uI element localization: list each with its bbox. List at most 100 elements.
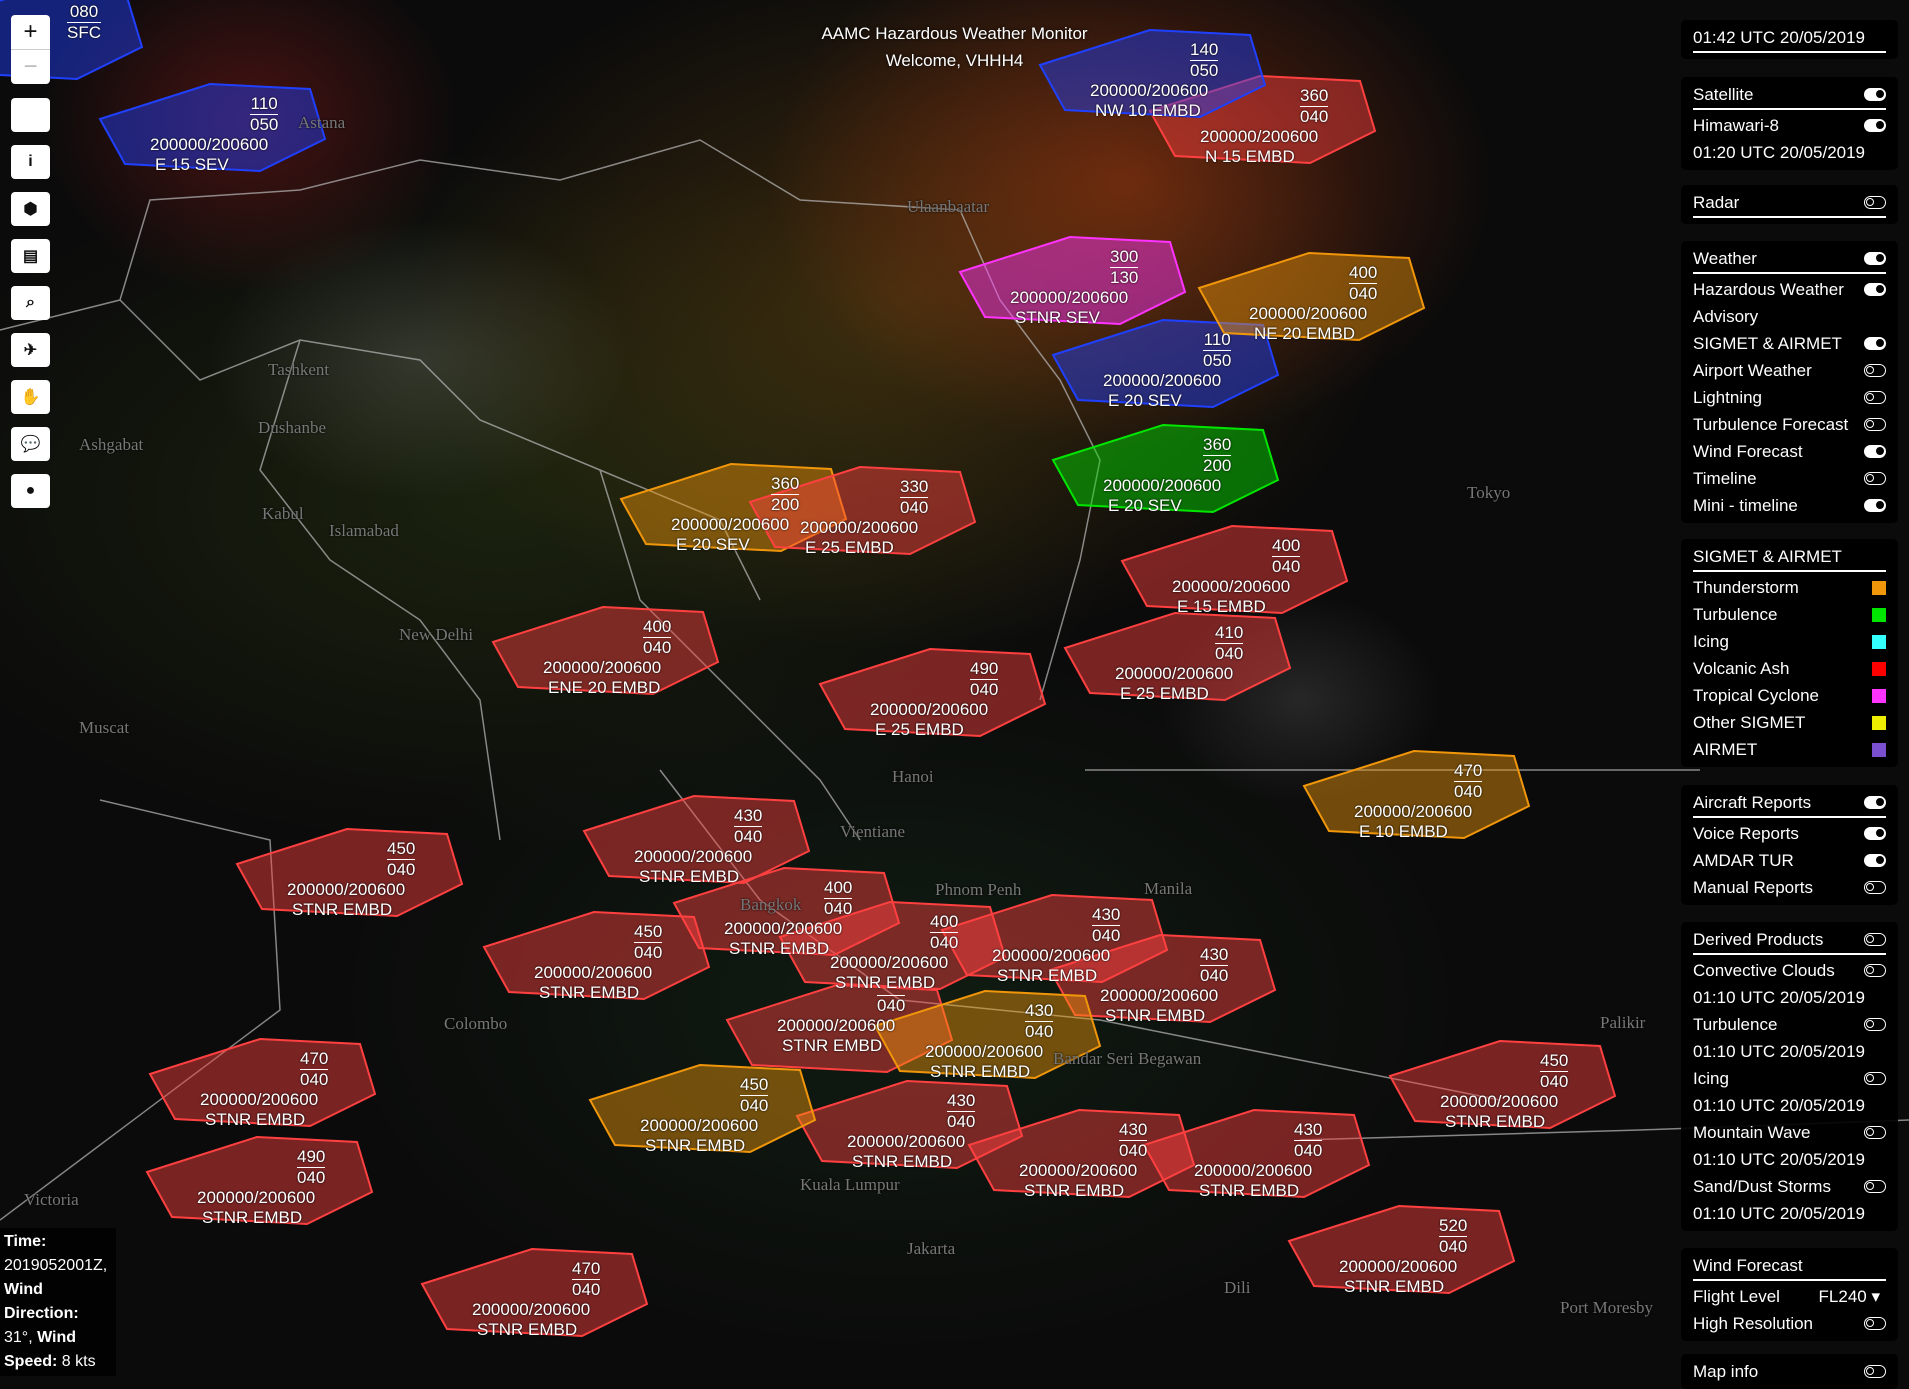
weather-toggle[interactable]: Weather (1693, 245, 1886, 274)
toggle-switch[interactable] (1864, 418, 1886, 431)
sigmet-label[interactable]: 400 040 200000/200600 ENE 20 EMBD (543, 617, 672, 698)
toggle-switch[interactable] (1864, 881, 1886, 894)
sigmet-area[interactable] (491, 605, 720, 696)
zoom-in-button[interactable]: + (23, 18, 38, 45)
info-button[interactable]: i (11, 145, 50, 179)
satellite-toggle[interactable]: Satellite (1693, 81, 1886, 110)
toggle-switch[interactable] (1864, 964, 1886, 977)
report-toggle[interactable]: Voice Reports (1693, 820, 1886, 847)
sigmet-area[interactable] (795, 1079, 1024, 1170)
toggle-switch[interactable] (1864, 337, 1886, 350)
sigmet-area[interactable] (748, 465, 977, 556)
toggle-switch[interactable] (1864, 1018, 1886, 1031)
sigmet-area[interactable] (940, 893, 1169, 984)
derived-product-toggle[interactable]: Convective Clouds (1693, 957, 1886, 984)
toggle-switch[interactable] (1864, 1365, 1886, 1378)
chat-button[interactable]: 💬 (11, 427, 50, 461)
sigmet-area[interactable] (1063, 611, 1292, 702)
sigmet-area[interactable] (235, 827, 464, 918)
sigmet-area[interactable] (582, 794, 811, 885)
high-resolution-toggle[interactable]: High Resolution (1693, 1310, 1886, 1337)
sigmet-label[interactable]: 040 200000/200600 STNR EMBD (777, 995, 906, 1056)
toggle-switch[interactable] (1864, 1072, 1886, 1085)
sigmet-label[interactable]: 400 040 200000/200600 E 15 EMBD (1172, 536, 1301, 617)
sigmet-label[interactable]: 430 040 200000/200600 STNR EMBD (1019, 1120, 1148, 1201)
map-info-toggle[interactable]: Map info (1693, 1358, 1886, 1385)
report-toggle[interactable]: Manual Reports (1693, 874, 1886, 901)
toggle-switch[interactable] (1864, 391, 1886, 404)
sigmet-area[interactable] (672, 866, 901, 957)
radar-toggle[interactable]: Radar (1693, 189, 1886, 218)
weather-layer-toggle[interactable]: Hazardous Weather (1693, 276, 1886, 303)
sigmet-area[interactable] (98, 82, 327, 173)
search-button[interactable]: ⌕ (11, 286, 50, 320)
sigmet-label[interactable]: 400 040 200000/200600 STNR EMBD (724, 878, 853, 959)
sigmet-label[interactable]: 300 130 200000/200600 STNR SEV (1010, 247, 1139, 328)
handshake-button[interactable]: ✋ (11, 380, 50, 414)
sigmet-label[interactable]: 360 200 200000/200600 E 20 SEV (1103, 435, 1232, 516)
cube-button[interactable]: ⬢ (11, 192, 50, 226)
weather-layer-toggle[interactable]: Lightning (1693, 384, 1886, 411)
sigmet-label[interactable]: 490 040 200000/200600 E 25 EMBD (870, 659, 999, 740)
sigmet-area[interactable] (619, 462, 848, 553)
toggle-switch[interactable] (1864, 119, 1886, 132)
sigmet-area[interactable] (725, 983, 954, 1074)
sigmet-label[interactable]: 430 040 200000/200600 STNR EMBD (634, 806, 763, 887)
toggle-switch[interactable] (1864, 364, 1886, 377)
himawari-toggle[interactable]: Himawari-8 (1693, 112, 1886, 139)
sigmet-label[interactable]: 450 040 200000/200600 STNR EMBD (640, 1075, 769, 1156)
sigmet-area[interactable] (1038, 28, 1267, 119)
toggle-switch[interactable] (1864, 88, 1886, 101)
weather-layer-toggle[interactable]: Wind Forecast (1693, 438, 1886, 465)
zoom-out-button[interactable]: − (11, 49, 50, 84)
toggle-switch[interactable] (1864, 1180, 1886, 1193)
toggle-switch[interactable] (1864, 196, 1886, 209)
sigmet-area[interactable] (1048, 933, 1277, 1024)
sigmet-label[interactable]: 360 200 200000/200600 E 20 SEV (671, 474, 800, 555)
sigmet-area[interactable] (1148, 74, 1377, 165)
weather-layer-toggle[interactable]: Timeline (1693, 465, 1886, 492)
blank-button[interactable] (11, 98, 50, 132)
toggle-switch[interactable] (1864, 827, 1886, 840)
sigmet-area[interactable] (778, 900, 1007, 991)
sigmet-area[interactable] (818, 647, 1047, 738)
flight-level-select[interactable]: FL240 ▾ (1812, 1286, 1886, 1307)
sigmet-label[interactable]: 330 040 200000/200600 E 25 EMBD (800, 477, 929, 558)
sigmet-label[interactable]: 400 040 200000/200600 NE 20 EMBD (1249, 263, 1378, 344)
toggle-switch[interactable] (1864, 472, 1886, 485)
sigmet-label[interactable]: 470 040 200000/200600 E 10 EMBD (1354, 761, 1483, 842)
aircraft-reports-toggle[interactable]: Aircraft Reports (1693, 789, 1886, 818)
toggle-switch[interactable] (1864, 854, 1886, 867)
sigmet-area[interactable] (1051, 423, 1280, 514)
toggle-switch[interactable] (1864, 796, 1886, 809)
derived-products-toggle[interactable]: Derived Products (1693, 926, 1886, 955)
derived-product-toggle[interactable]: Mountain Wave (1693, 1119, 1886, 1146)
sigmet-label[interactable]: 450 040 200000/200600 STNR EMBD (287, 839, 416, 920)
sigmet-label[interactable]: 430 040 200000/200600 STNR EMBD (1100, 945, 1229, 1026)
sigmet-area[interactable] (967, 1108, 1196, 1199)
sigmet-label[interactable]: 450 040 200000/200600 STNR EMBD (534, 922, 663, 1003)
sigmet-label[interactable]: 520 040 200000/200600 STNR EMBD (1339, 1216, 1468, 1297)
sigmet-label[interactable]: 400 040 200000/200600 STNR EMBD (830, 912, 959, 993)
sigmet-label[interactable]: 110 050 200000/200600 E 20 SEV (1103, 330, 1232, 411)
sigmet-area[interactable] (1197, 251, 1426, 342)
sigmet-label[interactable]: 450 040 200000/200600 STNR EMBD (1440, 1051, 1569, 1132)
sigmet-area[interactable] (1142, 1108, 1371, 1199)
sigmet-area[interactable] (482, 910, 711, 1001)
sigmet-label[interactable]: 110 050 200000/200600 E 15 SEV (150, 94, 279, 175)
weather-layer-toggle[interactable]: SIGMET & AIRMET (1693, 330, 1886, 357)
sigmet-area[interactable] (873, 989, 1102, 1080)
weather-layer-toggle[interactable]: Turbulence Forecast (1693, 411, 1886, 438)
toggle-switch[interactable] (1864, 933, 1886, 946)
weather-layer-toggle[interactable]: Airport Weather (1693, 357, 1886, 384)
sigmet-area[interactable] (145, 1135, 374, 1226)
airplane-button[interactable]: ✈ (11, 333, 50, 367)
weather-layer-toggle[interactable]: Mini - timeline (1693, 492, 1886, 519)
sigmet-label[interactable]: 140 050 200000/200600 NW 10 EMBD (1090, 40, 1219, 121)
sigmet-area[interactable] (1287, 1204, 1516, 1295)
toggle-switch[interactable] (1864, 252, 1886, 265)
sigmet-label[interactable]: 470 040 200000/200600 STNR EMBD (200, 1049, 329, 1130)
report-toggle[interactable]: AMDAR TUR (1693, 847, 1886, 874)
sigmet-area[interactable] (1120, 524, 1349, 615)
